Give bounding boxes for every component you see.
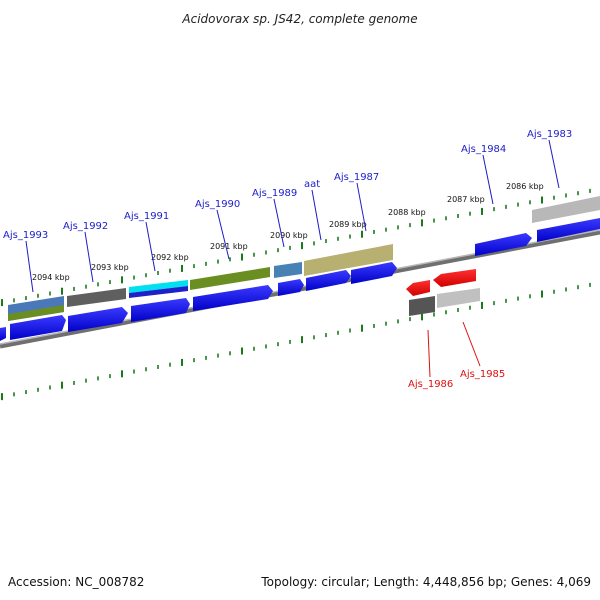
scale-label-2091: 2091 kbp <box>210 242 248 251</box>
forward-gene-arrow <box>0 327 6 341</box>
leader-line <box>216 209 230 260</box>
gene-label-ajs-1992: Ajs_1992 <box>63 221 108 232</box>
forward-gene-arrow <box>537 218 600 242</box>
forward-gene-arrow <box>278 279 304 296</box>
feature-box <box>129 280 188 293</box>
reverse-gene-arrow <box>406 280 430 296</box>
lower-scale-ticks <box>1 282 591 401</box>
forward-gene-arrow <box>193 285 273 311</box>
gene-label-ajs-1990: Ajs_1990 <box>195 199 240 210</box>
gene-label-ajs-1991: Ajs_1991 <box>124 211 169 222</box>
leader-line <box>462 321 481 367</box>
leader-line <box>548 139 560 189</box>
scale-label-2094: 2094 kbp <box>32 273 70 282</box>
forward-gene-arrow <box>475 233 532 256</box>
feature-box <box>129 286 188 298</box>
accession-text: Accession: NC_008782 <box>8 575 144 589</box>
leader-line <box>145 221 156 272</box>
scale-label-2086: 2086 kbp <box>506 182 544 191</box>
feature-box <box>532 196 600 223</box>
leader-line <box>482 154 494 205</box>
scale-label-2087: 2087 kbp <box>447 195 485 204</box>
leader-line <box>356 182 367 232</box>
feature-box <box>190 267 270 290</box>
gene-label-ajs-1983: Ajs_1983 <box>527 129 572 140</box>
gene-label-ajs-1986: Ajs_1986 <box>408 379 453 390</box>
scale-label-2093: 2093 kbp <box>91 263 129 272</box>
gene-label-aat: aat <box>304 179 320 190</box>
feature-boxes <box>8 196 600 321</box>
forward-gene-arrow <box>10 315 66 340</box>
gene-label-ajs-1989: Ajs_1989 <box>252 188 297 199</box>
gene-label-ajs-1987: Ajs_1987 <box>334 172 379 183</box>
feature-box <box>67 288 126 307</box>
gene-label-ajs-1993: Ajs_1993 <box>3 230 48 241</box>
leader-line <box>273 198 285 248</box>
gene-labels: Ajs_1993 Ajs_1992 Ajs_1991 Ajs_1990 Ajs_… <box>3 129 572 390</box>
reverse-genes <box>406 269 476 296</box>
scale-label-2090: 2090 kbp <box>270 231 308 240</box>
leader-line <box>25 240 34 293</box>
upper-scale-ticks <box>1 188 591 307</box>
map-title: Acidovorax sp. JS42, complete genome <box>181 12 417 26</box>
forward-genes <box>0 218 600 341</box>
feature-box <box>304 244 393 276</box>
label-leaders <box>25 139 560 378</box>
feature-box <box>274 262 302 278</box>
scale-label-2092: 2092 kbp <box>151 253 189 262</box>
forward-gene-arrow <box>306 270 351 291</box>
feature-box <box>437 288 480 308</box>
leader-line <box>427 329 431 378</box>
forward-gene-arrow <box>68 307 128 332</box>
leader-line <box>84 231 94 283</box>
scale-label-2089: 2089 kbp <box>329 220 367 229</box>
leader-line <box>311 189 322 241</box>
forward-gene-arrow <box>131 298 190 322</box>
reverse-gene-arrow <box>433 269 476 287</box>
genome-summary-text: Topology: circular; Length: 4,448,856 bp… <box>260 575 591 589</box>
scale-label-2088: 2088 kbp <box>388 208 426 217</box>
feature-box <box>8 305 64 321</box>
gene-label-ajs-1985: Ajs_1985 <box>460 369 505 380</box>
feature-box <box>409 296 435 316</box>
gene-label-ajs-1984: Ajs_1984 <box>461 144 506 155</box>
scale-labels: 2094 kbp 2093 kbp 2092 kbp 2091 kbp 2090… <box>32 182 544 282</box>
forward-gene-arrow <box>351 262 397 284</box>
